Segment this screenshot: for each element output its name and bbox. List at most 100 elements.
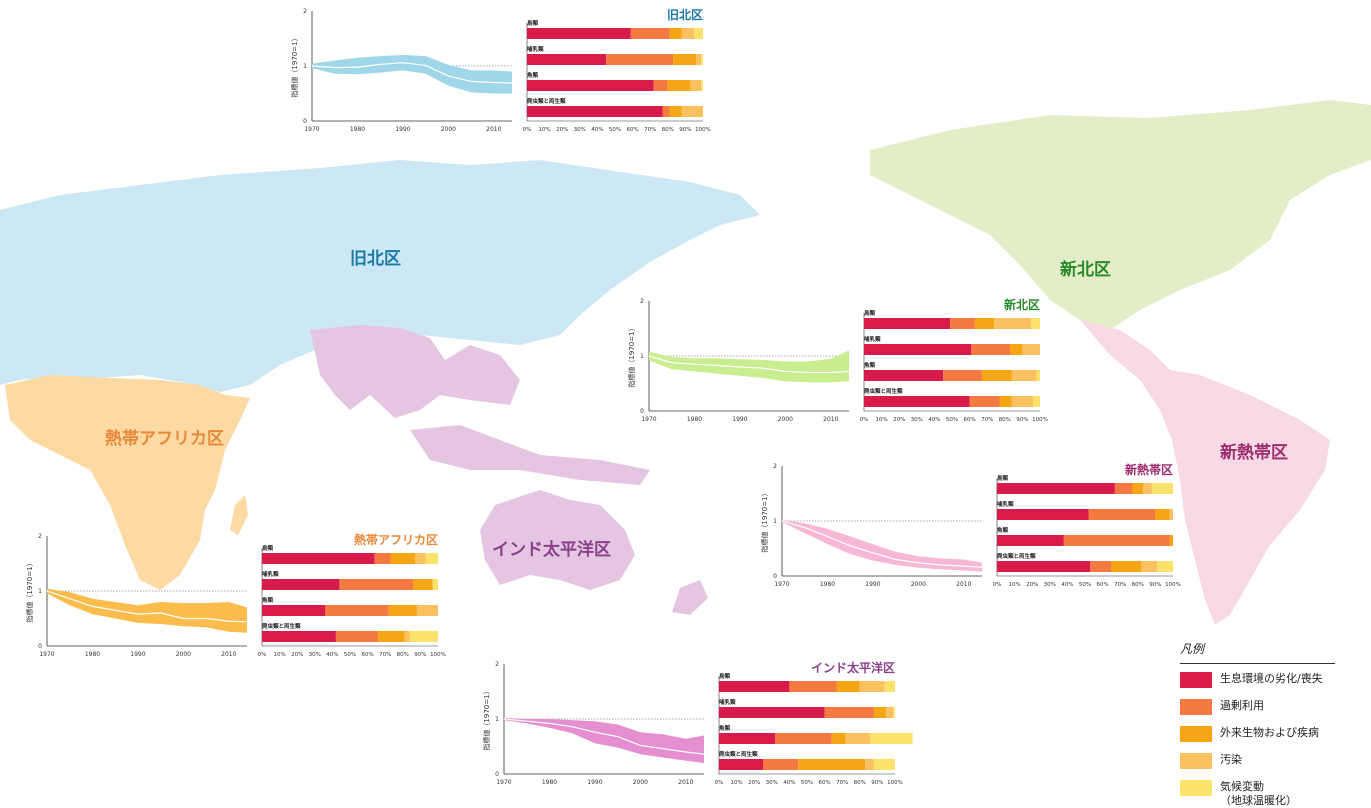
bar-x-tick-label: 20% — [748, 780, 760, 786]
y-axis-label: 指標値（1970=1） — [482, 687, 491, 750]
x-tick-label: 1980 — [85, 651, 100, 658]
bar-segment — [690, 80, 702, 91]
bar-segment — [969, 396, 1000, 407]
bar-x-tick-label: 60% — [626, 127, 638, 133]
bar-x-tick-label: 10% — [273, 652, 285, 658]
bar-segment — [943, 370, 982, 381]
bar-segment — [681, 28, 695, 39]
bar-category-label: 哺乳類 — [719, 698, 736, 706]
bar-segment — [859, 681, 885, 692]
bar-segment — [999, 396, 1012, 407]
bar-x-tick-label: 70% — [1114, 582, 1126, 588]
y-axis-label: 指標値（1970=1） — [627, 324, 636, 387]
bar-segment — [1063, 535, 1170, 546]
bar-segment — [865, 759, 874, 770]
bar-segment — [884, 681, 895, 692]
bar-category-label: 爬虫類と両生類 — [863, 387, 903, 395]
bar-segment — [662, 106, 670, 117]
legend-label: 気候変動 （地球温暖化） — [1220, 780, 1297, 807]
map-label-indopacific: インド太平洋区 — [492, 540, 611, 560]
bar-segment — [262, 605, 326, 616]
bar-x-tick-label: 40% — [1061, 582, 1073, 588]
bar-segment — [824, 707, 874, 718]
bar-segment — [836, 681, 860, 692]
bar-category-label: 魚類 — [262, 596, 274, 604]
x-tick-label: 2000 — [633, 779, 648, 786]
bar-segment — [669, 106, 682, 117]
bar-segment — [1032, 396, 1040, 407]
bar-x-tick-label: 10% — [1008, 582, 1020, 588]
bar-segment — [527, 28, 631, 39]
x-tick-label: 1980 — [820, 581, 835, 588]
bar-segment — [262, 631, 336, 642]
bar-segment — [1090, 561, 1112, 572]
bar-segment — [409, 631, 438, 642]
bar-x-tick-label: 80% — [662, 127, 674, 133]
bar-x-tick-label: 0% — [993, 582, 1002, 588]
bar-x-tick-label: 40% — [591, 127, 603, 133]
bar-segment — [997, 509, 1089, 520]
y-tick-label: 1 — [773, 518, 777, 525]
bar-segment — [873, 759, 895, 770]
x-tick-label: 1970 — [496, 779, 511, 786]
bar-x-tick-label: 90% — [1149, 582, 1161, 588]
map-label-afrotropical: 熱帯アフリカ区 — [105, 429, 224, 449]
legend: 凡例 生息環境の劣化/喪失 過剰利用 外来生物および疾病 汚染 気候変動 （地球… — [1180, 640, 1335, 807]
bar-x-tick-label: 60% — [963, 417, 975, 423]
map-label-palearctic: 旧北区 — [350, 249, 401, 269]
bar-x-tick-label: 100% — [1165, 582, 1181, 588]
bar-segment — [669, 28, 682, 39]
bar-x-tick-label: 100% — [430, 652, 446, 658]
bar-segment — [789, 681, 837, 692]
map-region-nearctic — [870, 100, 1371, 330]
bar-segment — [262, 553, 375, 564]
bar-segment — [1088, 509, 1156, 520]
bar-segment — [1114, 483, 1133, 494]
chart-title: 旧北区 — [667, 7, 703, 22]
bar-segment — [681, 106, 703, 117]
legend-swatch — [1180, 753, 1212, 769]
legend-swatch — [1180, 780, 1212, 796]
bar-category-label: 鳥類 — [864, 309, 876, 317]
bar-segment — [413, 579, 433, 590]
bar-segment — [415, 553, 426, 564]
bar-segment — [831, 733, 846, 744]
bar-segment — [719, 759, 763, 770]
bar-segment — [695, 54, 702, 65]
legend-label: 生息環境の劣化/喪失 — [1220, 672, 1323, 685]
index-line — [648, 355, 850, 374]
legend-swatch — [1180, 726, 1212, 742]
map-region-afrotropical — [5, 375, 250, 590]
map-label-nearctic: 新北区 — [1060, 260, 1111, 280]
bar-x-tick-label: 60% — [818, 780, 830, 786]
bar-category-label: 哺乳類 — [262, 570, 279, 578]
legend-item: 外来生物および疾病 — [1180, 726, 1335, 753]
y-tick-label: 2 — [640, 298, 644, 305]
bar-segment — [763, 759, 799, 770]
legend-title: 凡例 — [1180, 640, 1335, 664]
bar-segment — [864, 344, 972, 355]
bar-x-tick-label: 20% — [556, 127, 568, 133]
bar-segment — [425, 553, 438, 564]
bar-x-tick-label: 90% — [414, 652, 426, 658]
bar-segment — [606, 54, 674, 65]
y-tick-label: 0 — [303, 118, 307, 125]
bar-x-tick-label: 30% — [766, 780, 778, 786]
bar-segment — [378, 631, 405, 642]
bar-x-tick-label: 80% — [999, 417, 1011, 423]
y-axis-label: 指標値（1970=1） — [760, 489, 769, 552]
y-tick-label: 0 — [38, 643, 42, 650]
x-tick-label: 2000 — [911, 581, 926, 588]
bar-x-tick-label: 70% — [981, 417, 993, 423]
bar-category-label: 魚類 — [527, 71, 539, 79]
x-tick-label: 2000 — [778, 416, 793, 423]
bar-segment — [1010, 344, 1023, 355]
legend-item: 気候変動 （地球温暖化） — [1180, 780, 1335, 807]
bar-segment — [971, 344, 1011, 355]
bar-category-label: 爬虫類と両生類 — [526, 97, 566, 105]
y-tick-label: 1 — [495, 716, 499, 723]
y-tick-label: 0 — [640, 408, 644, 415]
bar-category-label: 魚類 — [719, 724, 731, 732]
confidence-band — [504, 717, 704, 763]
